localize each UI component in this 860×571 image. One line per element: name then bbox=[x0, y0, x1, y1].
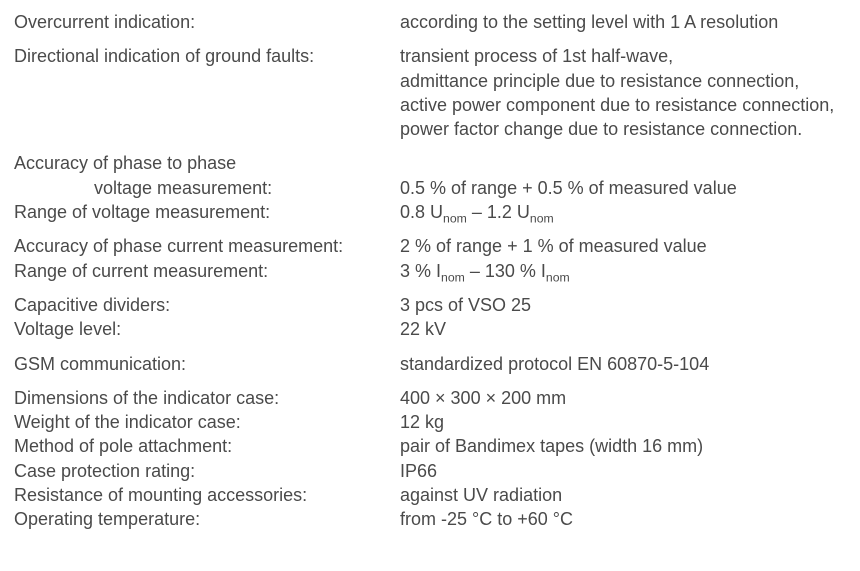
spec-label: GSM communication: bbox=[14, 352, 400, 376]
spec-label: Dimensions of the indicator case: bbox=[14, 386, 400, 410]
spec-label: Range of voltage measurement: bbox=[14, 200, 400, 224]
spec-value: IP66 bbox=[400, 459, 846, 483]
group-gap bbox=[14, 34, 846, 44]
spec-label: Accuracy of phase current measurement: bbox=[14, 234, 400, 258]
spec-row: Case protection rating:IP66 bbox=[14, 459, 846, 483]
spec-label: Resistance of mounting accessories: bbox=[14, 483, 400, 507]
spec-value: 12 kg bbox=[400, 410, 846, 434]
spec-label: Voltage level: bbox=[14, 317, 400, 341]
spec-value: according to the setting level with 1 A … bbox=[400, 10, 846, 34]
spec-label-line: Accuracy of phase to phase bbox=[14, 151, 392, 175]
spec-value-line: active power component due to resistance… bbox=[400, 93, 846, 117]
spec-label: Weight of the indicator case: bbox=[14, 410, 400, 434]
spec-value: 0.8 Unom – 1.2 Unom bbox=[400, 200, 846, 224]
spec-row: Resistance of mounting accessories:again… bbox=[14, 483, 846, 507]
spec-value: against UV radiation bbox=[400, 483, 846, 507]
spec-label: Overcurrent indication: bbox=[14, 10, 400, 34]
spec-row: Range of current measurement:3 % Inom – … bbox=[14, 259, 846, 283]
spec-value: standardized protocol EN 60870-5-104 bbox=[400, 352, 846, 376]
spec-value: 3 % Inom – 130 % Inom bbox=[400, 259, 846, 283]
group-gap bbox=[14, 224, 846, 234]
spec-label: Operating temperature: bbox=[14, 507, 400, 531]
spec-label: Method of pole attachment: bbox=[14, 434, 400, 458]
spec-label: Case protection rating: bbox=[14, 459, 400, 483]
spec-label: Accuracy of phase to phasevoltage measur… bbox=[14, 151, 400, 200]
group-gap bbox=[14, 141, 846, 151]
spec-row: GSM communication:standardized protocol … bbox=[14, 352, 846, 376]
spec-label: Capacitive dividers: bbox=[14, 293, 400, 317]
spec-value: 0.5 % of range + 0.5 % of measured value bbox=[400, 176, 846, 200]
group-gap bbox=[14, 376, 846, 386]
spec-value-line: transient process of 1st half-wave, bbox=[400, 44, 846, 68]
group-gap bbox=[14, 283, 846, 293]
spec-value: 3 pcs of VSO 25 bbox=[400, 293, 846, 317]
group-gap bbox=[14, 342, 846, 352]
spec-label: Directional indication of ground faults: bbox=[14, 44, 400, 68]
spec-value: from -25 °C to +60 °C bbox=[400, 507, 846, 531]
spec-row: Accuracy of phase current measurement:2 … bbox=[14, 234, 846, 258]
spec-row: Voltage level:22 kV bbox=[14, 317, 846, 341]
spec-value-line: admittance principle due to resistance c… bbox=[400, 69, 846, 93]
spec-label: Range of current measurement: bbox=[14, 259, 400, 283]
spec-row: Dimensions of the indicator case:400 × 3… bbox=[14, 386, 846, 410]
spec-value: 400 × 300 × 200 mm bbox=[400, 386, 846, 410]
spec-row: Method of pole attachment:pair of Bandim… bbox=[14, 434, 846, 458]
spec-row: Accuracy of phase to phasevoltage measur… bbox=[14, 151, 846, 200]
spec-row: Overcurrent indication:according to the … bbox=[14, 10, 846, 34]
spec-label-line: voltage measurement: bbox=[14, 176, 392, 200]
spec-value: 22 kV bbox=[400, 317, 846, 341]
spec-row: Directional indication of ground faults:… bbox=[14, 44, 846, 141]
spec-table: Overcurrent indication:according to the … bbox=[0, 0, 860, 542]
spec-row: Weight of the indicator case:12 kg bbox=[14, 410, 846, 434]
spec-row: Capacitive dividers:3 pcs of VSO 25 bbox=[14, 293, 846, 317]
spec-row: Range of voltage measurement:0.8 Unom – … bbox=[14, 200, 846, 224]
spec-value: transient process of 1st half-wave,admit… bbox=[400, 44, 846, 141]
spec-value-line: power factor change due to resistance co… bbox=[400, 117, 846, 141]
spec-value: 2 % of range + 1 % of measured value bbox=[400, 234, 846, 258]
spec-row: Operating temperature:from -25 °C to +60… bbox=[14, 507, 846, 531]
spec-value: pair of Bandimex tapes (width 16 mm) bbox=[400, 434, 846, 458]
